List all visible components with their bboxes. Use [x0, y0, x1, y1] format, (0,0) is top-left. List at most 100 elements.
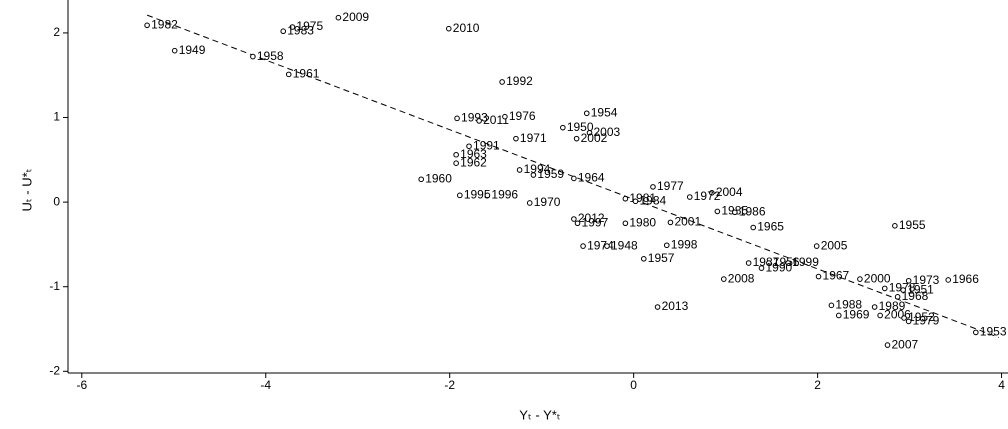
point: [574, 220, 581, 227]
point-label: 1979: [913, 314, 940, 328]
point-label: 1951: [907, 282, 934, 296]
point: [835, 312, 842, 319]
point-label: 1969: [843, 308, 870, 322]
point: [571, 216, 577, 222]
y-axis-label: Uₜ - U*ₜ: [19, 168, 34, 211]
point-label: 2000: [864, 271, 891, 285]
point-label: 1989: [879, 299, 906, 313]
point: [813, 243, 820, 249]
point: [466, 143, 472, 150]
point-label: 1950: [567, 120, 594, 134]
point-label: 1971: [520, 131, 547, 145]
point: [513, 135, 519, 142]
point: [785, 260, 791, 266]
point: [714, 208, 721, 215]
point: [280, 28, 287, 35]
point: [663, 242, 670, 249]
point: [573, 135, 580, 142]
point-label: 1964: [578, 171, 605, 185]
point: [815, 273, 822, 280]
point: [650, 184, 656, 190]
point-label: 2004: [716, 185, 743, 199]
point: [884, 342, 891, 348]
point-label: 2013: [662, 299, 689, 313]
point: [530, 172, 537, 178]
x-tick-label: 0: [630, 378, 637, 392]
point-label: 1982: [151, 17, 178, 31]
point-label: 2002: [581, 131, 608, 145]
point-label: 1977: [657, 179, 684, 193]
point: [285, 71, 292, 78]
point: [857, 276, 863, 282]
point: [445, 25, 452, 32]
point: [905, 318, 912, 325]
point-label: 1949: [179, 43, 206, 57]
point-label: 1999: [792, 255, 819, 269]
point: [766, 260, 772, 266]
point: [499, 79, 505, 85]
point: [604, 243, 610, 249]
point-label: 1987: [753, 255, 780, 269]
point: [583, 110, 590, 117]
point-label: 1983: [287, 23, 314, 37]
point-label: 1965: [757, 220, 784, 234]
point: [457, 192, 463, 199]
x-tick-label: -6: [76, 378, 87, 392]
point: [871, 304, 878, 310]
point-label: 1957: [648, 251, 675, 265]
x-tick-label: 4: [998, 378, 1005, 392]
point-label: 1954: [591, 105, 618, 119]
point: [709, 190, 715, 196]
point: [453, 151, 459, 158]
point: [580, 243, 586, 249]
y-tick-label: 0: [53, 194, 60, 208]
point: [905, 277, 912, 284]
point-label: 1967: [823, 269, 850, 283]
point: [453, 160, 459, 166]
point-label: 2003: [594, 125, 621, 139]
point: [622, 220, 629, 227]
point-label: 1998: [671, 237, 698, 251]
point: [571, 175, 577, 182]
point: [418, 176, 424, 183]
point: [250, 53, 256, 60]
point-label: 2001: [674, 215, 701, 229]
point-label: 1976: [509, 109, 536, 123]
point-label: 1972: [694, 189, 721, 203]
point: [901, 315, 907, 321]
point-label: 1963: [460, 147, 487, 161]
point: [877, 312, 883, 319]
point: [622, 195, 629, 202]
point: [745, 260, 752, 266]
point-label: 1990: [766, 260, 793, 274]
point: [732, 209, 738, 216]
point: [828, 302, 835, 309]
x-tick-label: -4: [260, 378, 271, 392]
point-label: 1994: [524, 162, 551, 176]
point: [640, 255, 647, 262]
point-label: 1952: [908, 310, 935, 324]
point-label: 2007: [892, 337, 919, 351]
y-tick-label: 2: [53, 25, 60, 39]
point: [484, 192, 491, 199]
point: [654, 304, 661, 310]
point-label: 1953: [980, 325, 1007, 339]
point: [526, 200, 533, 206]
point-label: 1991: [473, 138, 500, 152]
point-label: 2008: [728, 271, 755, 285]
point: [560, 124, 566, 131]
point: [758, 265, 765, 271]
point-label: 1996: [491, 188, 518, 202]
point-label: 1988: [835, 297, 862, 311]
point: [667, 219, 674, 226]
point: [892, 223, 898, 229]
point-label: 1966: [952, 272, 979, 286]
point-label: 1973: [913, 273, 940, 287]
point-label: 1980: [629, 215, 656, 229]
point: [686, 194, 693, 200]
point: [720, 276, 727, 282]
point-label: 2010: [453, 21, 480, 35]
point-label: 1984: [639, 193, 666, 207]
point: [171, 47, 178, 54]
